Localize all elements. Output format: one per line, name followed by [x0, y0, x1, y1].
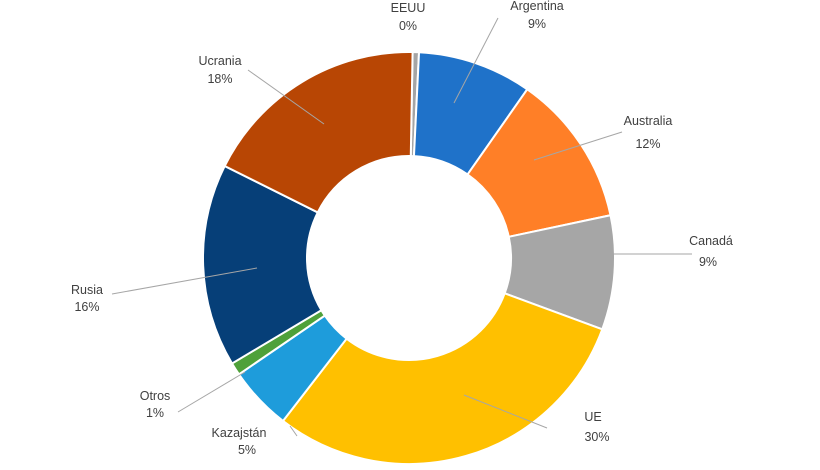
- leader-line-australia: [533, 131, 623, 161]
- slices: [202, 51, 616, 465]
- value-label-canada: 9%: [699, 255, 717, 269]
- category-label-ue: UE: [584, 410, 601, 424]
- leader-line-ucrania: [247, 69, 325, 125]
- category-label-kazajstan: Kazajstán: [212, 426, 267, 440]
- category-label-otros: Otros: [140, 389, 171, 403]
- slice-ucrania: [223, 51, 414, 214]
- category-label-australia: Australia: [624, 114, 673, 128]
- leader-line-kazajstan: [289, 425, 298, 437]
- value-label-australia: 12%: [635, 137, 660, 151]
- leader-lines: [111, 17, 692, 437]
- slice-rusia: [202, 164, 323, 365]
- value-label-argentina: 9%: [528, 17, 546, 31]
- leader-line-otros: [177, 371, 246, 413]
- leader-line-argentina: [453, 17, 499, 104]
- value-label-rusia: 16%: [74, 300, 99, 314]
- leader-line-ue: [463, 394, 548, 429]
- leader-line-rusia: [111, 267, 258, 295]
- category-label-argentina: Argentina: [510, 0, 564, 13]
- value-label-eeuu: 0%: [399, 19, 417, 33]
- category-label-canada: Canadá: [689, 234, 733, 248]
- value-label-ucrania: 18%: [207, 72, 232, 86]
- category-label-rusia: Rusia: [71, 283, 103, 297]
- data-labels: EEUU 0% Argentina 9% Australia 12% Canadá 9% UE 3…: [71, 0, 733, 457]
- value-label-kazajstan: 5%: [238, 443, 256, 457]
- value-label-otros: 1%: [146, 406, 164, 420]
- category-label-eeuu: EEUU: [391, 1, 426, 15]
- category-label-ucrania: Ucrania: [198, 54, 241, 68]
- slice-ue: [281, 292, 604, 465]
- value-label-ue: 30%: [584, 430, 609, 444]
